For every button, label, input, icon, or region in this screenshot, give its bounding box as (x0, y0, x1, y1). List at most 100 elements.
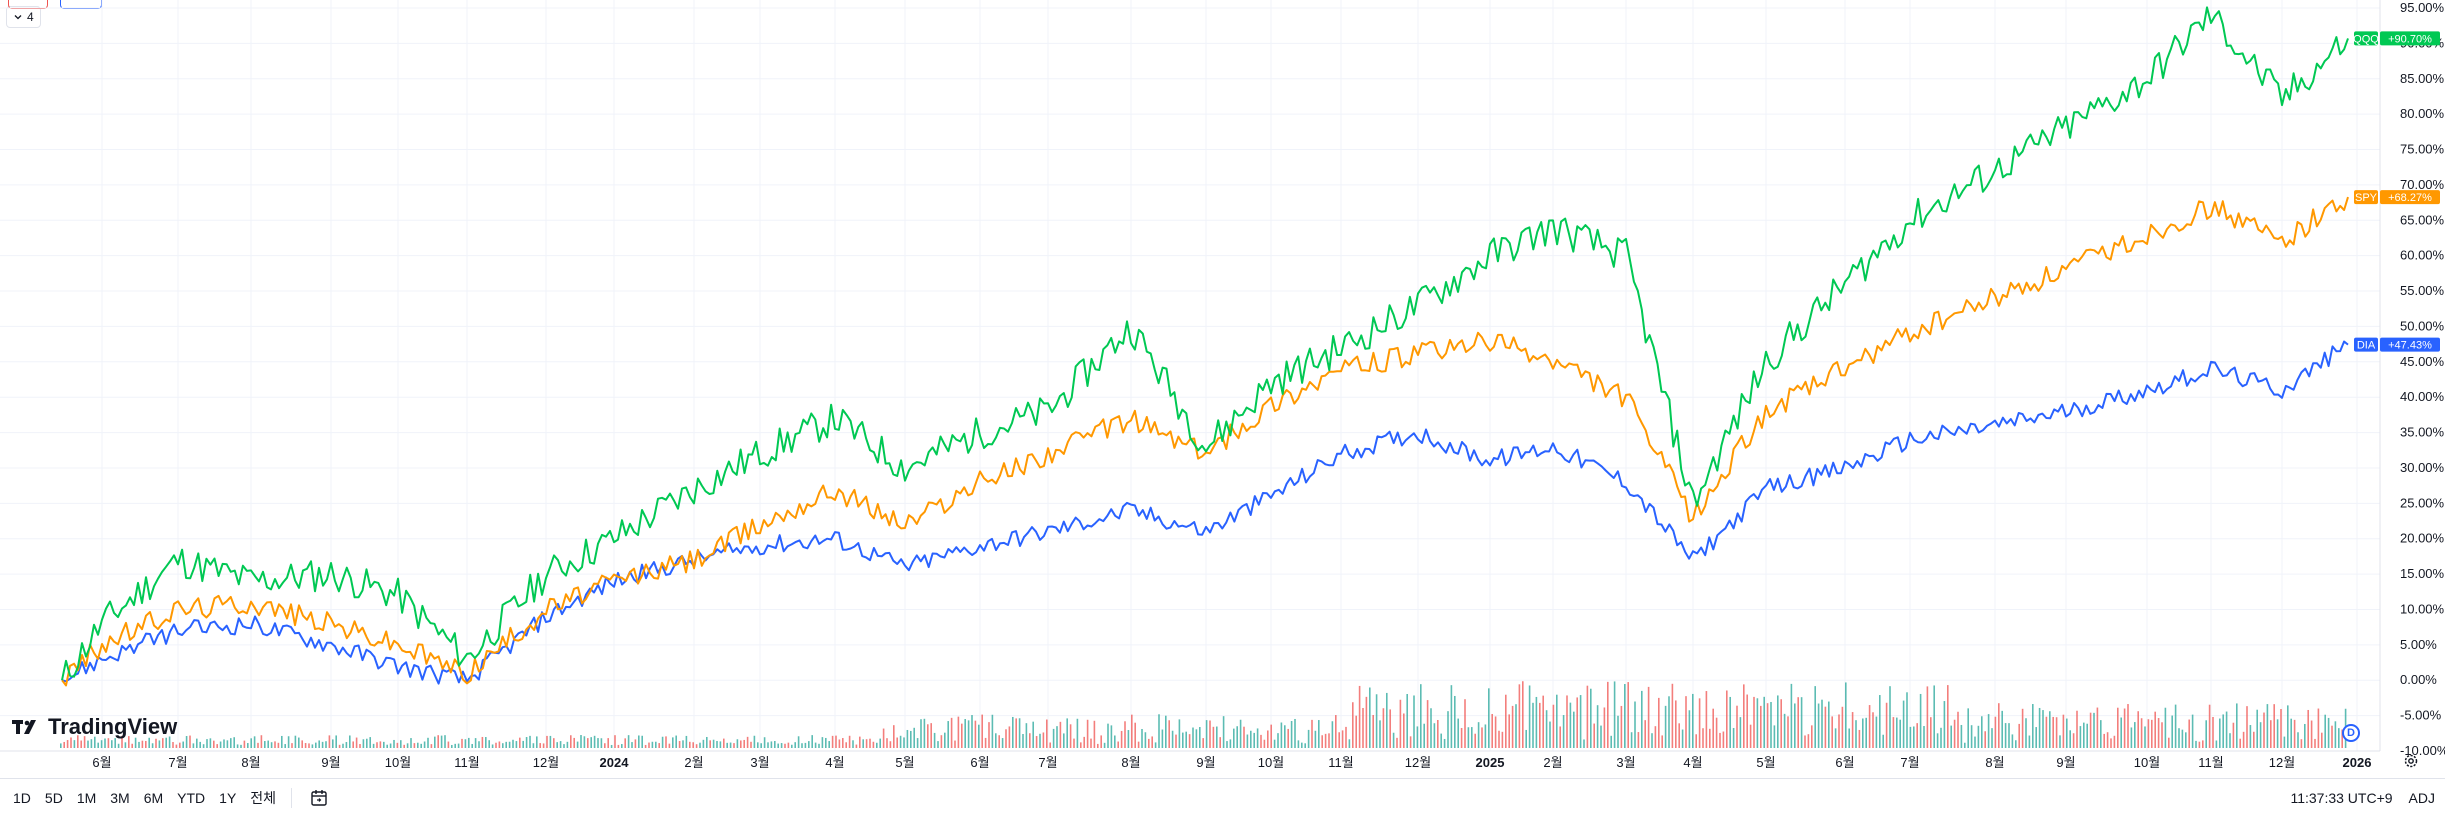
volume-bar (1158, 714, 1160, 748)
volume-bar (532, 743, 535, 748)
volume-bar (1474, 733, 1476, 748)
volume-bar (2300, 739, 2303, 748)
volume-bar (2076, 710, 2078, 748)
volume-bar (723, 738, 725, 748)
volume-bar (491, 744, 494, 748)
range-button-6m[interactable]: 6M (143, 790, 164, 806)
volume-bar (1807, 734, 1810, 748)
volume-bars (60, 681, 2347, 748)
volume-bar (257, 742, 259, 748)
range-button-ytd[interactable]: YTD (177, 790, 206, 806)
volume-bar (1192, 727, 1194, 748)
volume-bar (1195, 729, 1198, 748)
volume-bar (1304, 743, 1306, 748)
y-tick-label: 25.00% (2400, 495, 2445, 510)
date-range-calendar-icon[interactable] (308, 787, 330, 809)
volume-bar (607, 738, 609, 748)
volume-bar (1233, 728, 1235, 748)
volume-bar (1566, 695, 1568, 748)
volume-bar (1603, 707, 1606, 748)
legend-collapse-button[interactable]: 4 (6, 6, 41, 28)
volume-bar (192, 743, 195, 748)
clock-time[interactable]: 11:37:33 UTC+9 (2290, 790, 2393, 806)
y-tick-label: 15.00% (2400, 566, 2445, 581)
volume-bar (1270, 724, 1272, 748)
x-tick-label: 9월 (2056, 755, 2075, 770)
volume-bar (1110, 725, 1113, 748)
volume-bar (570, 735, 572, 748)
x-tick-label: 8월 (1985, 755, 2004, 770)
volume-bar (430, 744, 433, 748)
volume-bar (1987, 714, 1990, 748)
volume-bar (879, 738, 881, 748)
volume-bar (1416, 726, 1419, 748)
volume-bar (461, 738, 463, 748)
volume-bar (1090, 738, 1092, 748)
volume-bar (2015, 740, 2017, 748)
volume-bar (2171, 715, 2173, 748)
volume-bar (236, 744, 239, 748)
volume-bar (991, 714, 994, 748)
volume-bar (2317, 708, 2320, 748)
range-button-1y[interactable]: 1Y (219, 790, 237, 806)
volume-bar (1508, 714, 1510, 748)
volume-bar (1171, 730, 1174, 748)
volume-bar (1426, 700, 1429, 748)
volume-bar (379, 741, 382, 748)
volume-bar (940, 735, 943, 748)
volume-bar (2338, 728, 2340, 748)
volume-bar (2191, 714, 2194, 748)
volume-bar (185, 736, 188, 748)
volume-bar (1440, 733, 1442, 748)
volume-bar (882, 728, 885, 748)
volume-bar (172, 742, 174, 748)
volume-bar (1600, 725, 1602, 748)
gear-icon[interactable] (2402, 752, 2420, 770)
volume-bar (1097, 743, 1099, 748)
range-button-1m[interactable]: 1M (76, 790, 97, 806)
volume-bar (1800, 697, 1803, 748)
volume-bar (1726, 690, 1728, 748)
volume-bar (1318, 720, 1320, 748)
adj-toggle[interactable]: ADJ (2408, 790, 2435, 806)
volume-bar (362, 739, 365, 748)
volume-bar (2021, 708, 2024, 748)
range-button-5d[interactable]: 5D (44, 790, 63, 806)
volume-bar (638, 735, 640, 748)
volume-bar (563, 744, 565, 748)
dividend-marker[interactable]: D (2342, 724, 2360, 742)
volume-bar (559, 741, 562, 748)
volume-bar (1630, 732, 1633, 748)
volume-bar (1702, 728, 1704, 748)
volume-bar (2334, 721, 2337, 748)
volume-bar (2140, 718, 2143, 748)
volume-bar (182, 741, 184, 748)
volume-bar (1219, 737, 1221, 748)
volume-bar (865, 739, 868, 748)
volume-bar (121, 735, 123, 748)
volume-bar (2242, 731, 2245, 748)
volume-bar (1586, 685, 1589, 748)
volume-bar (753, 735, 756, 748)
volume-bar (542, 743, 545, 748)
x-tick-label: 12월 (1405, 755, 1431, 770)
volume-bar (838, 739, 841, 748)
volume-bar (87, 740, 89, 748)
range-button-all[interactable]: 전체 (250, 790, 277, 806)
volume-bar (2212, 716, 2214, 748)
volume-bar (1892, 717, 1895, 748)
volume-bar (1834, 728, 1837, 748)
y-tick-label: 5.00% (2400, 637, 2437, 652)
volume-bar (1511, 705, 1514, 748)
range-button-3m[interactable]: 3M (110, 790, 130, 806)
volume-bar (1681, 729, 1684, 748)
volume-bar (736, 739, 739, 748)
volume-bar (1467, 727, 1470, 748)
volume-bar (519, 737, 521, 748)
range-button-1d[interactable]: 1D (13, 790, 31, 806)
volume-bar (2310, 720, 2313, 748)
volume-bar (478, 741, 480, 748)
volume-bar (576, 741, 579, 748)
volume-bar (1967, 708, 1969, 748)
